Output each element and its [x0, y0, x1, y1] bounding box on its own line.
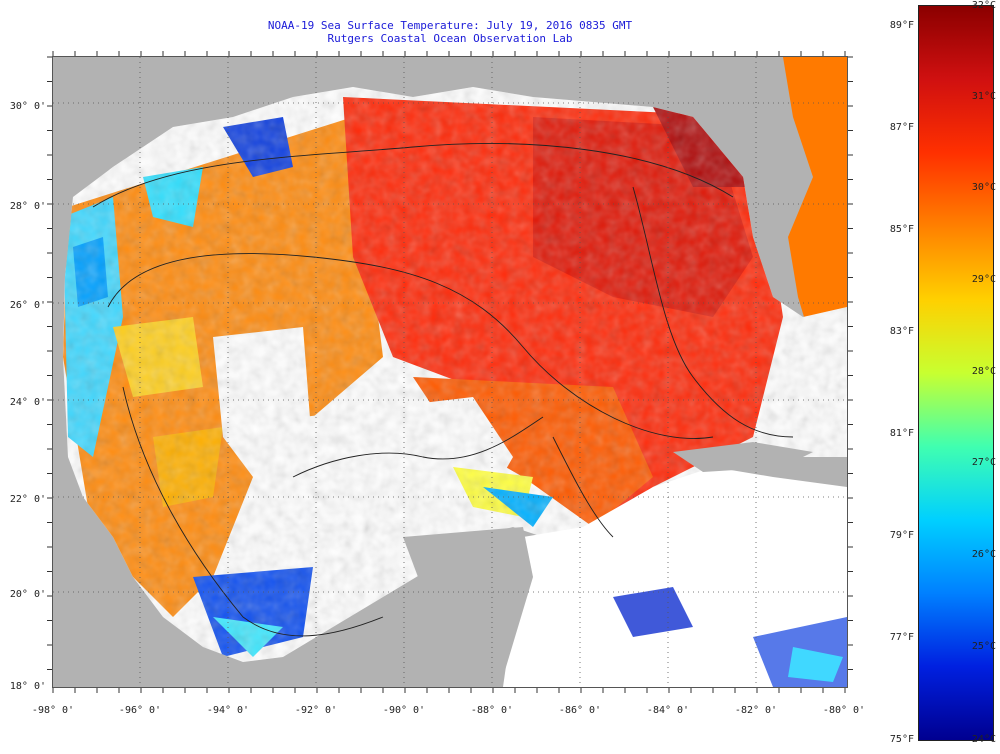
cb-c-24: 24°C [971, 734, 996, 745]
lon-label-80: -80° 0' [822, 705, 866, 716]
cb-c-28: 28°C [971, 366, 996, 377]
cb-f-83: 83°F [889, 326, 914, 337]
yucatan-land [403, 527, 533, 687]
sst-map[interactable] [52, 56, 848, 688]
cb-f-77: 77°F [889, 632, 914, 643]
lat-label-26: 26° 0' [9, 300, 46, 311]
lat-label-22: 22° 0' [9, 494, 46, 505]
lon-label-98: -98° 0' [31, 705, 75, 716]
cb-c-32: 32°C [971, 0, 996, 11]
lon-label-96: -96° 0' [118, 705, 162, 716]
lon-label-88: -88° 0' [470, 705, 514, 716]
sst-map-canvas [53, 57, 847, 687]
lat-label-24: 24° 0' [9, 397, 46, 408]
cb-c-31: 31°C [971, 91, 996, 102]
lat-label-30: 30° 0' [9, 101, 46, 112]
cb-c-29: 29°C [971, 274, 996, 285]
cb-f-81: 81°F [889, 428, 914, 439]
lat-label-28: 28° 0' [9, 201, 46, 212]
lat-label-18: 18° 0' [9, 681, 46, 692]
map-title: NOAA-19 Sea Surface Temperature: July 19… [267, 19, 633, 32]
florida-strip [783, 57, 847, 357]
lon-label-82: -82° 0' [734, 705, 778, 716]
cuba-land [673, 442, 813, 472]
lon-label-94: -94° 0' [206, 705, 250, 716]
lat-label-20: 20° 0' [9, 589, 46, 600]
cb-c-30: 30°C [971, 182, 996, 193]
cb-c-26: 26°C [971, 549, 996, 560]
temperature-colorbar [918, 5, 994, 741]
cb-f-79: 79°F [889, 530, 914, 541]
lon-label-90: -90° 0' [382, 705, 426, 716]
map-subtitle: Rutgers Coastal Ocean Observation Lab [327, 32, 573, 45]
cb-f-85: 85°F [889, 224, 914, 235]
lon-label-92: -92° 0' [294, 705, 338, 716]
lon-label-84: -84° 0' [646, 705, 690, 716]
cb-f-87: 87°F [889, 122, 914, 133]
cb-c-25: 25°C [971, 641, 996, 652]
cb-f-75: 75°F [889, 734, 914, 745]
bathymetry-contours [92, 143, 794, 637]
graticule [53, 57, 847, 687]
caribbean-area [503, 467, 847, 687]
cb-c-27: 27°C [971, 457, 996, 468]
caribbean-cyan-patch [788, 647, 843, 682]
caribbean-blue-patch [613, 587, 693, 637]
lon-label-86: -86° 0' [558, 705, 602, 716]
cb-f-89: 89°F [889, 20, 914, 31]
